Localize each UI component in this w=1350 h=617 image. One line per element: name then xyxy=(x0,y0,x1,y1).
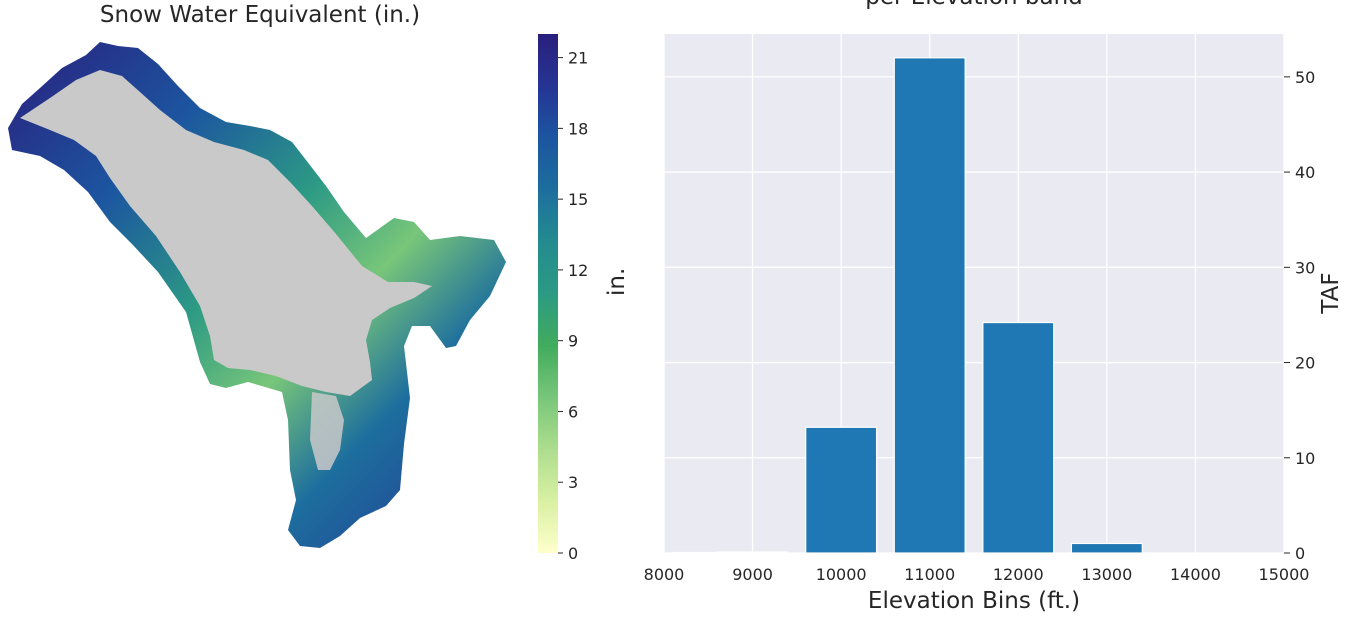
x-tick-label: 9000 xyxy=(732,565,773,584)
y-tick-label: 10 xyxy=(1295,449,1315,468)
y-tick-label: 20 xyxy=(1295,354,1315,373)
x-tick-label: 12000 xyxy=(993,565,1044,584)
y-tick-label: 50 xyxy=(1295,68,1315,87)
colorbar-tick-label: 9 xyxy=(568,332,578,351)
colorbar: 0 3 6 9 12 15 18 21 xyxy=(538,34,588,563)
swe-map xyxy=(8,42,506,548)
colorbar-tick-label: 6 xyxy=(568,402,578,421)
bar-10000 xyxy=(805,426,878,554)
map-title: Snow Water Equivalent (in.) xyxy=(99,2,421,28)
plot-area xyxy=(664,34,1284,553)
y-tick-label: 30 xyxy=(1295,258,1315,277)
x-tick-label: 10000 xyxy=(816,565,867,584)
y-tick-label: 40 xyxy=(1295,163,1315,182)
x-tick-label: 15000 xyxy=(1259,565,1310,584)
colorbar-tick-label: 3 xyxy=(568,473,578,492)
bar-11000 xyxy=(893,57,966,554)
colorbar-tick-label: 0 xyxy=(568,544,578,563)
x-tick-label: 11000 xyxy=(904,565,955,584)
no-snow-area xyxy=(20,70,432,396)
colorbar-tick-label: 18 xyxy=(568,119,588,138)
bar-9000 xyxy=(716,551,789,554)
bar-12000 xyxy=(982,321,1055,554)
y-axis-label: TAF xyxy=(1318,272,1344,314)
bar-chart-title-line2: per Elevation band xyxy=(664,0,1284,11)
colorbar-tick-label: 12 xyxy=(568,261,588,280)
y-tick-label: 0 xyxy=(1295,544,1305,563)
bar-chart: 8000 9000 10000 11000 12000 13000 14000 15000 0… xyxy=(644,34,1344,614)
colorbar-tick-label: 21 xyxy=(568,49,588,68)
colorbar-tick-label: 15 xyxy=(568,190,588,209)
x-tick-label: 14000 xyxy=(1170,565,1221,584)
colorbar-gradient xyxy=(538,34,558,553)
bar-chart-title: per Elevation band xyxy=(664,0,1284,11)
x-axis-label: Elevation Bins (ft.) xyxy=(868,588,1080,614)
x-tick-label: 13000 xyxy=(1081,565,1132,584)
bar-13000 xyxy=(1070,542,1143,554)
x-tick-label: 8000 xyxy=(644,565,685,584)
no-snow-lower-valley xyxy=(310,392,344,470)
